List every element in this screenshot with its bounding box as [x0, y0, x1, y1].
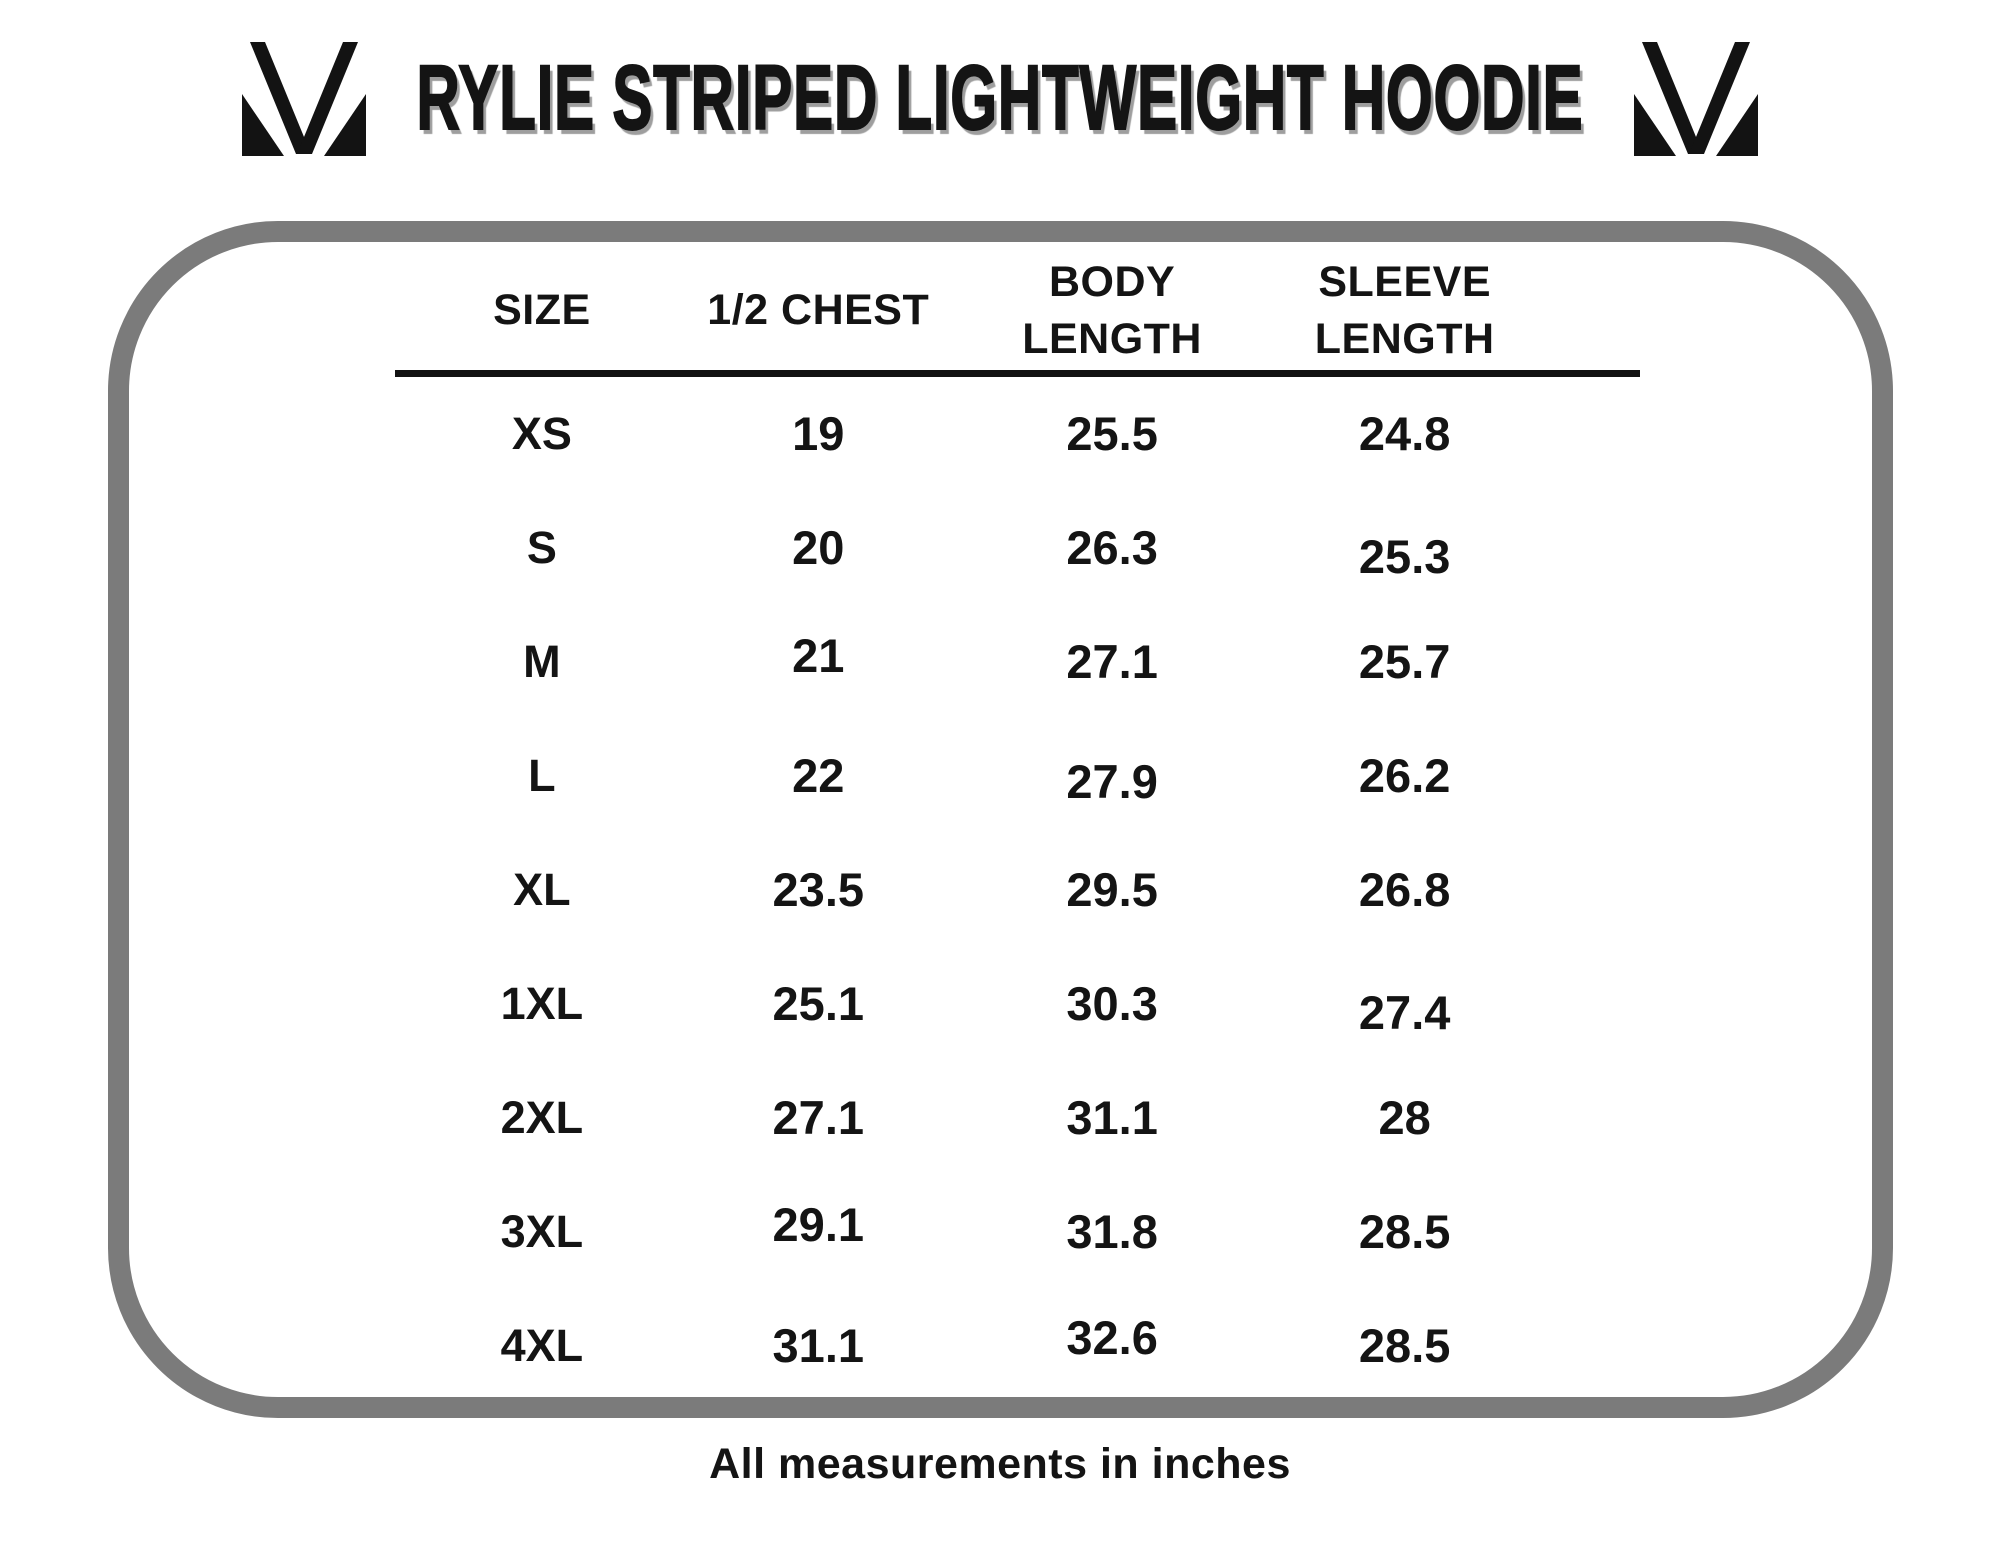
table-row-1xl: 1XL 25.1 30.3 27.4 [395, 947, 1640, 1061]
measurement-value: 25.1 [772, 977, 865, 1030]
table-row-2xl: 2XL 27.1 31.1 28 [395, 1061, 1640, 1175]
table-row-s: S 20 26.3 25.3 [395, 491, 1640, 605]
table-row-xs: XS 19 25.5 24.8 [395, 377, 1640, 491]
measurement-value: 26.3 [1066, 521, 1158, 574]
size-label: 1XL [500, 977, 584, 1029]
column-header-size: SIZE [493, 286, 591, 335]
column-header-sleeve-length: SLEEVE LENGTH [1314, 258, 1495, 363]
table-header-row: SIZE 1/2 CHEST BODY LENGTH SLEEVE LENGTH [395, 254, 1640, 377]
size-label: 4XL [500, 1319, 584, 1371]
measurement-value: 31.1 [1066, 1091, 1158, 1144]
measurement-value: 20 [792, 521, 845, 574]
table-body: XS 19 25.5 24.8 S 20 26.3 25.3 M 21 27.1 25.7 L 22 27.… [395, 377, 1640, 1403]
measurement-value: 28.5 [1358, 1205, 1451, 1258]
page-title: RYLIE STRIPED LIGHTWEIGHT HOODIE [395, 46, 1605, 151]
size-label: 2XL [500, 1091, 584, 1143]
measurement-value: 19 [792, 407, 845, 460]
measurement-value: 31.8 [1066, 1205, 1158, 1258]
measurement-value: 26.2 [1358, 749, 1451, 802]
measurement-value: 28 [1378, 1091, 1431, 1144]
measurement-value: 31.1 [772, 1319, 865, 1372]
size-label: M [523, 635, 561, 687]
measurement-value: 27.4 [1358, 986, 1451, 1039]
measurement-value: 25.7 [1358, 635, 1451, 688]
header: RYLIE STRIPED LIGHTWEIGHT HOODIE [0, 26, 2000, 170]
column-header-1-2-chest: 1/2 CHEST [707, 286, 930, 335]
table-row-m: M 21 27.1 25.7 [395, 605, 1640, 719]
measurement-value: 25.3 [1358, 530, 1451, 583]
brand-logo-icon [1631, 38, 1761, 158]
size-label: L [528, 749, 556, 801]
measurement-value: 27.9 [1066, 755, 1158, 808]
brand-logo-icon [239, 38, 369, 158]
column-header-body-length: BODY LENGTH [1022, 258, 1202, 363]
table-row-3xl: 3XL 29.1 31.8 28.5 [395, 1175, 1640, 1289]
measurement-value: 30.3 [1066, 977, 1158, 1030]
table-row-xl: XL 23.5 29.5 26.8 [395, 833, 1640, 947]
size-label: XS [511, 407, 572, 459]
measurement-value: 21 [792, 629, 845, 682]
measurement-value: 29.5 [1066, 863, 1158, 916]
measurement-value: 29.1 [772, 1198, 865, 1251]
size-chart-panel [108, 221, 1893, 1418]
measurement-value: 22 [792, 749, 845, 802]
table-row-4xl: 4XL 31.1 32.6 28.5 [395, 1289, 1640, 1403]
size-label: XL [513, 863, 571, 915]
size-label: 3XL [500, 1205, 584, 1257]
measurement-value: 24.8 [1358, 407, 1451, 460]
measurement-value: 23.5 [772, 863, 865, 916]
size-label: S [526, 521, 557, 573]
size-table: SIZE 1/2 CHEST BODY LENGTH SLEEVE LENGTH XS… [395, 254, 1640, 1403]
table-row-l: L 22 27.9 26.2 [395, 719, 1640, 833]
measurement-value: 32.6 [1066, 1311, 1158, 1364]
measurement-value: 27.1 [1066, 635, 1158, 688]
measurement-value: 25.5 [1066, 407, 1158, 460]
measurements-note: All measurements in inches [709, 1440, 1291, 1488]
measurement-value: 28.5 [1358, 1319, 1451, 1372]
measurement-value: 26.8 [1358, 863, 1451, 916]
measurement-value: 27.1 [772, 1091, 865, 1144]
title-text: RYLIE STRIPED LIGHTWEIGHT HOODIE [416, 46, 1584, 150]
